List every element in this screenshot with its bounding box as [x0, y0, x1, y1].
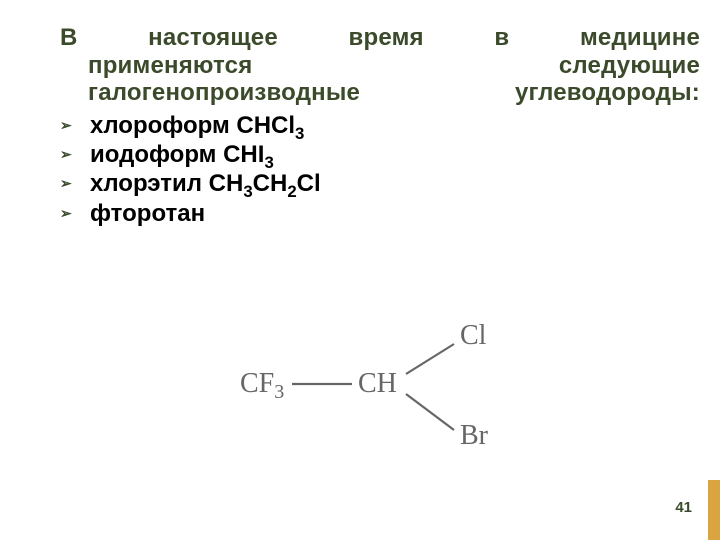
item-text: хлороформ CHCl [90, 112, 295, 139]
bond-line-3 [406, 394, 454, 430]
cf3-sub: 3 [274, 381, 284, 403]
intro-line-2: применяются следующие [88, 52, 700, 79]
label-ch: CH [358, 368, 397, 399]
page-number: 41 [675, 499, 692, 516]
accent-bar [708, 480, 720, 540]
compound-list: ➢ хлороформ CHCl3 ➢ иодоформ CHI3 ➢ хлор… [60, 111, 700, 228]
intro-line-1: В настоящее время в медицине [60, 24, 700, 51]
bullet-icon: ➢ [60, 175, 72, 192]
intro-line-3: галогенопроизводные углеводороды: [88, 79, 700, 106]
slide: В настоящее время в медицине применяются… [0, 0, 720, 540]
list-item: ➢ фторотан [60, 199, 700, 228]
item-text: хлорэтил CH [90, 170, 243, 197]
label-cf3: CF3 [240, 368, 284, 403]
list-item: ➢ иодоформ CHI3 [60, 140, 700, 169]
label-br: Br [460, 420, 489, 451]
item-text-2: CH [253, 170, 288, 197]
item-text: фторотан [90, 200, 205, 227]
item-text-3: Cl [297, 170, 321, 197]
list-item: ➢ хлорэтил CH3CH2Cl [60, 169, 700, 198]
intro-paragraph: В настоящее время в медицине применяются… [60, 24, 700, 107]
chemical-structure: CF3 CH Cl Br [210, 320, 510, 470]
bond-line-2 [406, 344, 454, 374]
cf3-text: CF [240, 368, 274, 399]
item-text: иодоформ CHI [90, 141, 264, 168]
list-item: ➢ хлороформ CHCl3 [60, 111, 700, 140]
bullet-icon: ➢ [60, 146, 72, 163]
bullet-icon: ➢ [60, 117, 72, 134]
bullet-icon: ➢ [60, 205, 72, 222]
label-cl: Cl [460, 320, 487, 351]
